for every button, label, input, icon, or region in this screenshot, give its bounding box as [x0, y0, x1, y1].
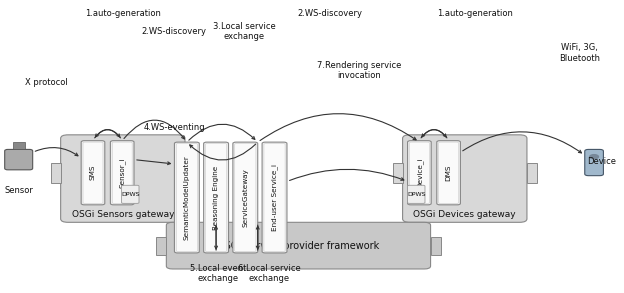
Text: 7.Rendering service
invocation: 7.Rendering service invocation	[317, 61, 401, 80]
FancyBboxPatch shape	[264, 144, 285, 251]
Text: 3.Local service
exchange: 3.Local service exchange	[213, 22, 275, 41]
FancyBboxPatch shape	[81, 141, 105, 205]
FancyBboxPatch shape	[409, 142, 429, 203]
FancyBboxPatch shape	[110, 141, 134, 205]
Text: SemanticModelUpdater: SemanticModelUpdater	[184, 155, 190, 240]
Text: Sensor_i: Sensor_i	[119, 158, 125, 188]
FancyBboxPatch shape	[83, 142, 103, 203]
Bar	[157, 238, 167, 255]
Text: OSGi Sensors gateway: OSGi Sensors gateway	[72, 210, 174, 219]
Text: 2.WS-discovery: 2.WS-discovery	[297, 9, 362, 18]
Text: 1.auto-generation: 1.auto-generation	[437, 9, 513, 18]
Bar	[12, 142, 25, 149]
FancyBboxPatch shape	[437, 141, 461, 205]
Text: Device_i: Device_i	[416, 158, 422, 188]
FancyBboxPatch shape	[167, 222, 431, 269]
Text: Reasoning Engine: Reasoning Engine	[213, 166, 219, 230]
FancyBboxPatch shape	[402, 135, 527, 222]
FancyBboxPatch shape	[175, 142, 199, 253]
FancyBboxPatch shape	[5, 149, 32, 170]
Text: X protocol: X protocol	[25, 78, 68, 87]
Bar	[392, 163, 402, 183]
Text: SMS: SMS	[90, 165, 96, 180]
FancyBboxPatch shape	[61, 135, 185, 222]
Bar	[527, 163, 537, 183]
Text: DPWS: DPWS	[407, 192, 426, 197]
FancyBboxPatch shape	[235, 144, 256, 251]
FancyBboxPatch shape	[407, 141, 431, 205]
Bar	[185, 163, 195, 183]
FancyBboxPatch shape	[205, 144, 227, 251]
FancyBboxPatch shape	[203, 142, 228, 253]
Text: WiFi, 3G,
Bluetooth: WiFi, 3G, Bluetooth	[559, 43, 600, 63]
Text: ServiceGateway: ServiceGateway	[242, 168, 248, 227]
Text: DPWS: DPWS	[121, 192, 140, 197]
Text: 2.WS-discovery: 2.WS-discovery	[142, 27, 207, 36]
Text: 1.auto-generation: 1.auto-generation	[85, 9, 162, 18]
Text: 6.Local service
exchange: 6.Local service exchange	[238, 264, 300, 283]
FancyBboxPatch shape	[177, 144, 197, 251]
Circle shape	[590, 155, 598, 159]
Text: Device: Device	[587, 156, 616, 166]
Text: End-user Service_i: End-user Service_i	[271, 164, 278, 231]
FancyBboxPatch shape	[233, 142, 258, 253]
FancyBboxPatch shape	[122, 185, 139, 203]
FancyBboxPatch shape	[262, 142, 287, 253]
Bar	[51, 163, 61, 183]
Text: Sensor: Sensor	[4, 186, 34, 195]
Text: DMS: DMS	[446, 164, 452, 181]
Text: OSGi Service provider framework: OSGi Service provider framework	[217, 241, 379, 251]
Text: OSGi Devices gateway: OSGi Devices gateway	[414, 210, 516, 219]
FancyBboxPatch shape	[112, 142, 132, 203]
FancyBboxPatch shape	[407, 185, 425, 203]
Text: 5.Local event
exchange: 5.Local event exchange	[190, 264, 246, 283]
Bar	[431, 238, 441, 255]
Text: 4.WS-eventing: 4.WS-eventing	[144, 123, 205, 132]
FancyBboxPatch shape	[585, 149, 603, 176]
FancyBboxPatch shape	[439, 142, 459, 203]
